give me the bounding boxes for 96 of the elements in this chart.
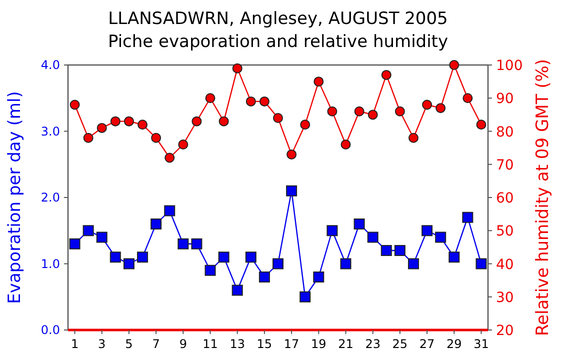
chart-subtitle: Piche evaporation and relative humidity bbox=[108, 32, 448, 52]
point bbox=[164, 205, 176, 216]
y2-tick-label: 40 bbox=[496, 256, 514, 273]
point bbox=[124, 116, 134, 126]
chart-title: LLANSADWRN, Anglesey, AUGUST 2005 bbox=[108, 9, 448, 29]
point bbox=[232, 63, 242, 74]
point bbox=[110, 252, 121, 263]
x-tick-label: 17 bbox=[284, 337, 300, 351]
point bbox=[178, 140, 188, 150]
point bbox=[137, 252, 148, 263]
point bbox=[123, 258, 134, 270]
y-tick-label: 0.0 bbox=[40, 323, 60, 337]
point bbox=[83, 132, 94, 143]
point bbox=[368, 110, 378, 120]
x-tick-label: 1 bbox=[70, 337, 79, 351]
point bbox=[449, 60, 460, 70]
y-tick-label: 4.0 bbox=[40, 58, 60, 72]
point bbox=[96, 122, 107, 133]
point bbox=[340, 258, 352, 270]
point bbox=[462, 93, 473, 104]
point bbox=[408, 132, 418, 143]
point bbox=[70, 100, 80, 110]
x-tick-label: 11 bbox=[202, 337, 218, 351]
point bbox=[314, 76, 324, 87]
y-tick-label: 3.0 bbox=[40, 124, 60, 138]
point bbox=[258, 272, 270, 282]
point bbox=[286, 149, 297, 160]
y2-tick-label: 30 bbox=[496, 290, 514, 306]
point bbox=[150, 218, 162, 230]
point bbox=[476, 120, 486, 130]
x-tick-label: 7 bbox=[152, 337, 160, 351]
x-tick-label: 9 bbox=[179, 337, 187, 351]
point bbox=[272, 258, 284, 270]
point bbox=[408, 258, 419, 270]
point bbox=[381, 70, 392, 80]
point bbox=[435, 232, 446, 243]
x-tick-label: 15 bbox=[256, 337, 272, 351]
point bbox=[422, 100, 432, 110]
point bbox=[138, 120, 148, 130]
y2-axis-title: Relative humidity at 09 GMT (%) bbox=[533, 58, 553, 336]
point bbox=[245, 252, 256, 263]
point bbox=[164, 152, 175, 163]
point bbox=[394, 106, 405, 116]
point bbox=[462, 212, 474, 223]
y-tick-label: 1.0 bbox=[40, 256, 60, 271]
y2-tick-label: 100 bbox=[496, 58, 523, 74]
x-tick-label: 29 bbox=[446, 337, 462, 351]
point bbox=[340, 140, 351, 150]
point bbox=[96, 232, 108, 243]
point bbox=[354, 218, 365, 230]
point bbox=[436, 103, 446, 114]
point bbox=[178, 238, 189, 250]
point bbox=[218, 252, 230, 263]
point bbox=[246, 96, 256, 106]
point bbox=[259, 96, 270, 106]
y2-tick-label: 20 bbox=[496, 323, 514, 339]
point bbox=[327, 106, 338, 116]
point bbox=[110, 116, 120, 126]
point bbox=[476, 258, 487, 270]
x-tick-label: 25 bbox=[392, 337, 408, 351]
point bbox=[232, 284, 243, 296]
x-tick-label: 31 bbox=[474, 337, 489, 351]
point bbox=[313, 272, 324, 282]
point bbox=[192, 116, 202, 126]
y2-tick-label: 80 bbox=[496, 124, 514, 140]
point bbox=[286, 185, 298, 196]
y2-tick-label: 60 bbox=[496, 190, 514, 206]
y2-tick-label: 50 bbox=[496, 224, 514, 240]
point bbox=[354, 106, 364, 116]
point bbox=[205, 93, 216, 104]
point bbox=[422, 225, 433, 236]
x-tick-label: 5 bbox=[125, 337, 133, 351]
x-tick-label: 3 bbox=[98, 337, 106, 351]
x-tick-label: 27 bbox=[419, 337, 435, 351]
point bbox=[367, 232, 378, 243]
x-tick-label: 13 bbox=[230, 337, 245, 351]
point bbox=[273, 113, 283, 123]
point bbox=[218, 116, 229, 126]
point bbox=[300, 291, 311, 302]
y-axis-title: Evaporation per day (ml) bbox=[5, 91, 25, 304]
point bbox=[151, 132, 162, 143]
point bbox=[300, 120, 310, 130]
x-tick-label: 23 bbox=[365, 337, 380, 351]
point bbox=[69, 238, 80, 250]
point bbox=[191, 238, 202, 250]
point bbox=[82, 225, 94, 236]
y2-tick-label: 70 bbox=[496, 157, 514, 174]
x-tick-label: 21 bbox=[338, 337, 354, 351]
point bbox=[326, 225, 338, 236]
point bbox=[394, 245, 406, 256]
point bbox=[380, 245, 392, 256]
x-tick-label: 19 bbox=[311, 337, 326, 351]
y-tick-label: 2.0 bbox=[40, 190, 60, 204]
point bbox=[204, 264, 216, 276]
point bbox=[448, 252, 460, 263]
y2-tick-label: 90 bbox=[496, 91, 514, 108]
